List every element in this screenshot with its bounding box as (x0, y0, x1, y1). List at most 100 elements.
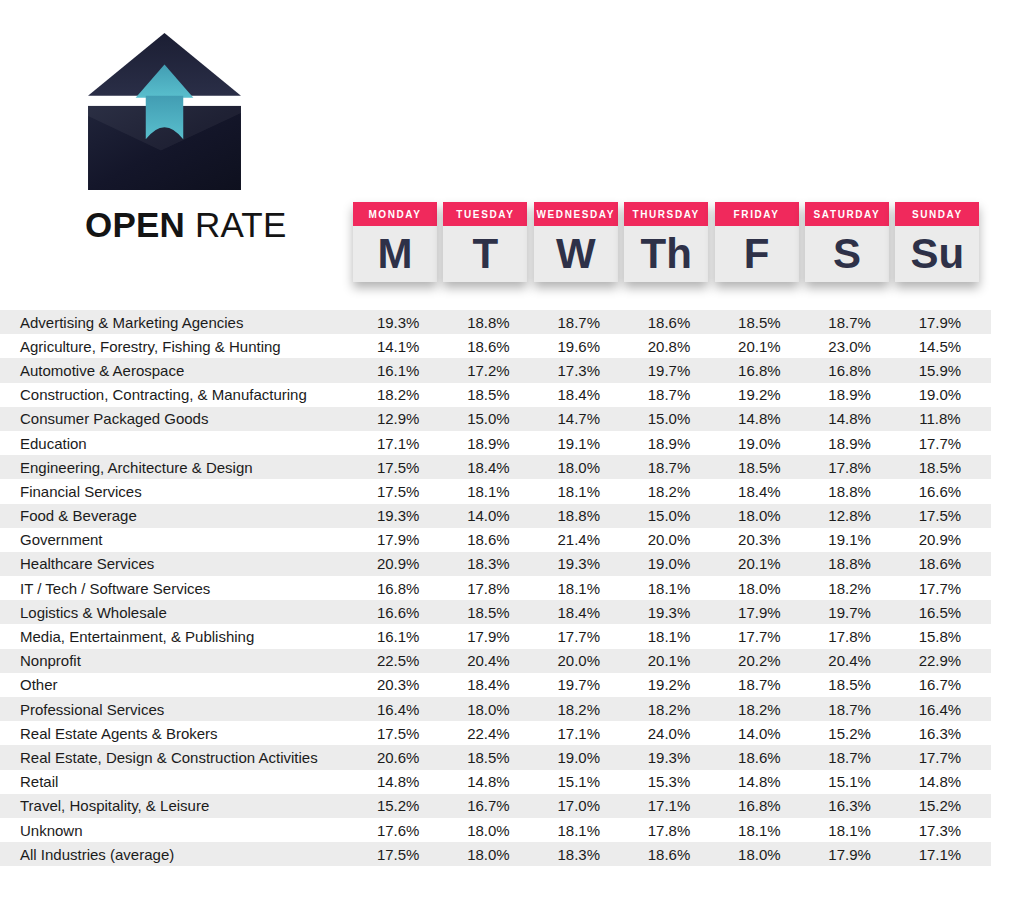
rate-cell: 22.4% (443, 725, 533, 742)
rate-cell: 17.3% (895, 822, 985, 839)
rate-cell: 14.8% (443, 773, 533, 790)
rate-cell: 19.6% (534, 338, 624, 355)
day-card-wednesday: WEDNESDAY W (534, 202, 618, 282)
rate-cell: 17.5% (353, 725, 443, 742)
rate-cell: 17.1% (895, 846, 985, 863)
industry-label: Retail (0, 773, 353, 790)
rate-cell: 15.0% (443, 410, 533, 427)
rate-cell: 21.4% (534, 531, 624, 548)
logo-wordmark: OPEN RATE (85, 205, 286, 245)
rate-cell: 14.5% (895, 338, 985, 355)
rate-cell: 22.5% (353, 652, 443, 669)
rate-cell: 15.1% (804, 773, 894, 790)
rate-cell: 19.2% (624, 676, 714, 693)
rate-cell: 14.8% (804, 410, 894, 427)
rate-cell: 11.8% (895, 410, 985, 427)
rate-cell: 18.8% (534, 507, 624, 524)
rate-cell: 17.8% (804, 628, 894, 645)
rate-cell: 14.8% (895, 773, 985, 790)
rate-cell: 16.8% (353, 580, 443, 597)
table-row: Education 17.1%18.9%19.1%18.9%19.0%18.9%… (0, 431, 991, 455)
table-row: Food & Beverage 19.3%14.0%18.8%15.0%18.0… (0, 504, 991, 528)
day-name-label: TUESDAY (443, 202, 527, 226)
rate-cell: 15.0% (624, 410, 714, 427)
rate-cell: 18.4% (443, 676, 533, 693)
rate-cell: 18.8% (804, 555, 894, 572)
rate-cell: 18.7% (624, 459, 714, 476)
industry-label: Real Estate Agents & Brokers (0, 725, 353, 742)
rate-cell: 18.8% (443, 314, 533, 331)
rate-cell: 19.0% (895, 386, 985, 403)
rate-cell: 20.0% (534, 652, 624, 669)
rate-cell: 12.9% (353, 410, 443, 427)
day-card-saturday: SATURDAY S (805, 202, 889, 282)
table-row: Financial Services 17.5%18.1%18.1%18.2%1… (0, 479, 991, 503)
rate-cell: 19.3% (624, 604, 714, 621)
rate-cell: 19.3% (534, 555, 624, 572)
rate-cell: 16.8% (714, 362, 804, 379)
day-abbr: M (353, 226, 437, 282)
rate-cell: 18.3% (443, 555, 533, 572)
rate-cell: 18.2% (624, 701, 714, 718)
table-row: Retail 14.8%14.8%15.1%15.3%14.8%15.1%14.… (0, 770, 991, 794)
rate-cell: 19.7% (624, 362, 714, 379)
rate-cell: 18.0% (443, 822, 533, 839)
rate-cell: 18.0% (714, 507, 804, 524)
table-row: All Industries (average) 17.5%18.0%18.3%… (0, 842, 991, 866)
rate-cell: 18.6% (443, 338, 533, 355)
rate-cell: 15.3% (624, 773, 714, 790)
table-row: Construction, Contracting, & Manufacturi… (0, 383, 991, 407)
rate-cell: 20.1% (714, 555, 804, 572)
industry-label: Nonprofit (0, 652, 353, 669)
rate-cell: 17.9% (804, 846, 894, 863)
day-name-label: SATURDAY (805, 202, 889, 226)
rate-cell: 16.7% (443, 797, 533, 814)
rate-cell: 18.2% (714, 701, 804, 718)
open-rate-infographic: OPEN RATE MONDAY M TUESDAY T WEDNESDAY W… (0, 0, 1024, 900)
industry-label: Consumer Packaged Goods (0, 410, 353, 427)
day-name-label: FRIDAY (715, 202, 799, 226)
open-rate-table: Advertising & Marketing Agencies 19.3%18… (0, 310, 991, 866)
logo-word-rate: RATE (185, 205, 286, 244)
industry-label: Professional Services (0, 701, 353, 718)
rate-cell: 17.9% (443, 628, 533, 645)
logo-word-open: OPEN (85, 205, 185, 244)
rate-cell: 18.6% (624, 846, 714, 863)
table-row: IT / Tech / Software Services 16.8%17.8%… (0, 576, 991, 600)
day-name-label: MONDAY (353, 202, 437, 226)
industry-label: Food & Beverage (0, 507, 353, 524)
rate-cell: 17.8% (804, 459, 894, 476)
rate-cell: 19.1% (534, 435, 624, 452)
rate-cell: 18.9% (624, 435, 714, 452)
industry-label: Logistics & Wholesale (0, 604, 353, 621)
rate-cell: 18.5% (714, 314, 804, 331)
rate-cell: 20.8% (624, 338, 714, 355)
table-row: Advertising & Marketing Agencies 19.3%18… (0, 310, 991, 334)
rate-cell: 17.5% (353, 483, 443, 500)
rate-cell: 17.3% (534, 362, 624, 379)
rate-cell: 18.9% (804, 435, 894, 452)
rate-cell: 17.7% (895, 580, 985, 597)
rate-cell: 17.8% (624, 822, 714, 839)
rate-cell: 18.7% (714, 676, 804, 693)
rate-cell: 18.5% (443, 604, 533, 621)
rate-cell: 16.8% (714, 797, 804, 814)
rate-cell: 17.1% (534, 725, 624, 742)
rate-cell: 18.9% (804, 386, 894, 403)
rate-cell: 19.0% (714, 435, 804, 452)
rate-cell: 18.5% (443, 386, 533, 403)
rate-cell: 15.2% (895, 797, 985, 814)
rate-cell: 20.1% (624, 652, 714, 669)
industry-label: Real Estate, Design & Construction Activ… (0, 749, 353, 766)
rate-cell: 16.4% (895, 701, 985, 718)
rate-cell: 18.1% (714, 822, 804, 839)
rate-cell: 19.3% (353, 314, 443, 331)
rate-cell: 16.7% (895, 676, 985, 693)
rate-cell: 18.0% (534, 459, 624, 476)
table-row: Media, Entertainment, & Publishing 16.1%… (0, 624, 991, 648)
table-row: Unknown 17.6%18.0%18.1%17.8%18.1%18.1%17… (0, 818, 991, 842)
day-abbr: Th (624, 226, 708, 282)
rate-cell: 18.2% (353, 386, 443, 403)
industry-label: Advertising & Marketing Agencies (0, 314, 353, 331)
day-name-label: THURSDAY (624, 202, 708, 226)
